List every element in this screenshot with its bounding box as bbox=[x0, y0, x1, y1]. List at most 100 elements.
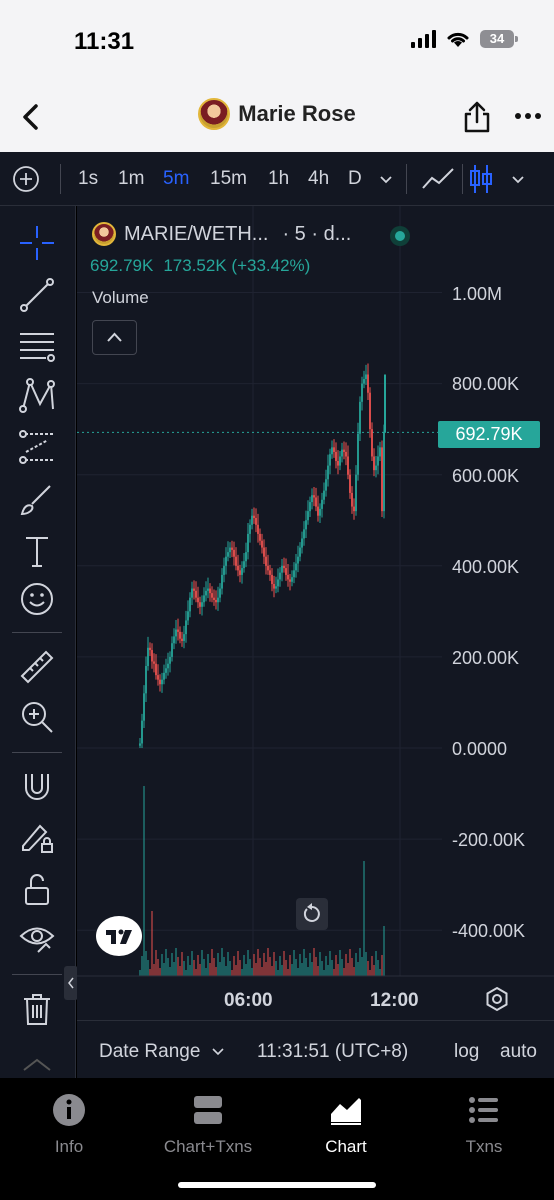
candle-body bbox=[225, 556, 227, 566]
interval-1s[interactable]: 1s bbox=[78, 168, 99, 189]
volume-bar bbox=[143, 786, 145, 976]
candle-body bbox=[375, 465, 377, 471]
trend-line-icon[interactable] bbox=[18, 276, 56, 314]
volume-bar bbox=[349, 949, 351, 976]
volume-bar bbox=[381, 955, 383, 976]
volume-bar bbox=[203, 959, 205, 976]
scroll-up-chevron-icon[interactable] bbox=[18, 1052, 56, 1076]
tab-chart[interactable]: Chart bbox=[286, 1092, 406, 1157]
legend-collapse-button[interactable] bbox=[92, 320, 137, 355]
text-tool-icon[interactable] bbox=[18, 532, 56, 570]
interval-5m[interactable]: 5m bbox=[163, 168, 190, 189]
more-options-button[interactable] bbox=[514, 106, 542, 126]
info-icon bbox=[53, 1094, 85, 1126]
volume-bar bbox=[151, 911, 153, 976]
volume-bar bbox=[213, 958, 215, 976]
candle-body bbox=[329, 454, 331, 466]
tab-info[interactable]: Info bbox=[9, 1092, 129, 1157]
price-axis-label: 0.0000 bbox=[452, 739, 508, 759]
market-status-dot bbox=[390, 226, 410, 246]
list-icon bbox=[469, 1097, 498, 1123]
legend-symbol[interactable]: MARIE/WETH... bbox=[124, 222, 269, 245]
candle-body bbox=[153, 661, 155, 664]
volume-bar bbox=[379, 969, 381, 976]
interval-d[interactable]: D bbox=[348, 168, 362, 189]
interval-15m[interactable]: 15m bbox=[210, 168, 247, 189]
reset-icon bbox=[303, 903, 320, 922]
volume-bar bbox=[303, 949, 305, 976]
volume-bar bbox=[155, 950, 157, 976]
candle-body bbox=[141, 720, 143, 744]
line-chart-type-icon[interactable] bbox=[420, 164, 456, 194]
interval-4h[interactable]: 4h bbox=[308, 168, 330, 189]
candlestick-chart-type-icon[interactable] bbox=[468, 162, 494, 196]
lock-drawing-icon[interactable] bbox=[18, 818, 56, 856]
chart-pane[interactable] bbox=[77, 206, 554, 1020]
tradingview-logo[interactable] bbox=[96, 916, 142, 956]
volume-bar bbox=[361, 957, 363, 976]
pattern-tool-icon[interactable] bbox=[18, 376, 56, 414]
volume-bar bbox=[185, 970, 187, 976]
candle-body bbox=[171, 643, 173, 657]
candle-body bbox=[151, 650, 153, 662]
volume-bar bbox=[373, 965, 375, 976]
auto-scale-toggle[interactable]: auto bbox=[500, 1041, 537, 1062]
price-axis-label: 200.00K bbox=[452, 648, 520, 668]
eye-icon[interactable] bbox=[18, 918, 56, 956]
candle-body bbox=[297, 556, 299, 564]
chart-type-dropdown-chevron-icon[interactable] bbox=[510, 172, 526, 186]
volume-bar bbox=[157, 959, 159, 976]
candle-body bbox=[359, 401, 361, 434]
volume-bar bbox=[357, 962, 359, 976]
candle-body bbox=[163, 672, 165, 680]
candle-body bbox=[209, 588, 211, 594]
unlock-icon[interactable] bbox=[18, 870, 56, 908]
volume-bar bbox=[251, 968, 253, 976]
legend-price: 692.79K bbox=[90, 256, 154, 275]
price-chart[interactable] bbox=[77, 206, 554, 1020]
log-scale-toggle[interactable]: log bbox=[454, 1041, 480, 1062]
battery-icon: 34 bbox=[480, 30, 518, 48]
candle-body bbox=[361, 383, 363, 402]
chevron-down-icon[interactable] bbox=[211, 1047, 225, 1057]
volume-bar bbox=[221, 948, 223, 976]
candle-body bbox=[217, 597, 219, 603]
candle-body bbox=[369, 392, 371, 430]
date-range-button[interactable]: Date Range bbox=[99, 1041, 201, 1062]
emoji-icon[interactable] bbox=[18, 580, 56, 618]
trash-icon[interactable] bbox=[18, 990, 56, 1028]
toolbar-collapse-handle[interactable] bbox=[64, 966, 78, 1000]
volume-bar bbox=[177, 957, 179, 976]
magnet-icon[interactable] bbox=[18, 768, 56, 806]
timezone-clock[interactable]: 11:31:51 (UTC+8) bbox=[257, 1041, 409, 1062]
settings-icon[interactable] bbox=[484, 986, 510, 1012]
volume-bar bbox=[153, 964, 155, 976]
candle-body bbox=[227, 552, 229, 557]
reset-chart-button[interactable] bbox=[296, 898, 328, 930]
candle-body bbox=[349, 474, 351, 493]
volume-bar bbox=[313, 948, 315, 976]
interval-dropdown-chevron-icon[interactable] bbox=[378, 172, 394, 186]
brush-icon[interactable] bbox=[18, 480, 56, 518]
crosshair-icon[interactable] bbox=[18, 224, 56, 262]
interval-1h[interactable]: 1h bbox=[268, 168, 290, 189]
tab-txns[interactable]: Txns bbox=[424, 1092, 544, 1157]
candle-body bbox=[371, 429, 373, 457]
drawing-toolbar bbox=[0, 206, 76, 1078]
add-indicator-button[interactable] bbox=[12, 165, 40, 193]
forecasting-tool-icon[interactable] bbox=[18, 428, 56, 466]
tab-label: Chart+Txns bbox=[163, 1137, 253, 1156]
share-button[interactable] bbox=[460, 100, 494, 134]
ruler-icon[interactable] bbox=[18, 648, 56, 686]
legend-change: 173.52K (+33.42%) bbox=[163, 256, 311, 275]
interval-1m[interactable]: 1m bbox=[118, 168, 145, 189]
horizontal-lines-icon[interactable] bbox=[18, 326, 56, 364]
back-button[interactable] bbox=[16, 100, 46, 134]
volume-bar bbox=[307, 967, 309, 976]
candle-body bbox=[289, 579, 291, 582]
tab-chart-txns[interactable]: Chart+Txns bbox=[148, 1092, 268, 1157]
legend-interval: · 5 · d... bbox=[282, 222, 352, 245]
volume-bar bbox=[269, 957, 271, 976]
zoom-in-icon[interactable] bbox=[18, 698, 56, 736]
volume-bar bbox=[205, 968, 207, 976]
